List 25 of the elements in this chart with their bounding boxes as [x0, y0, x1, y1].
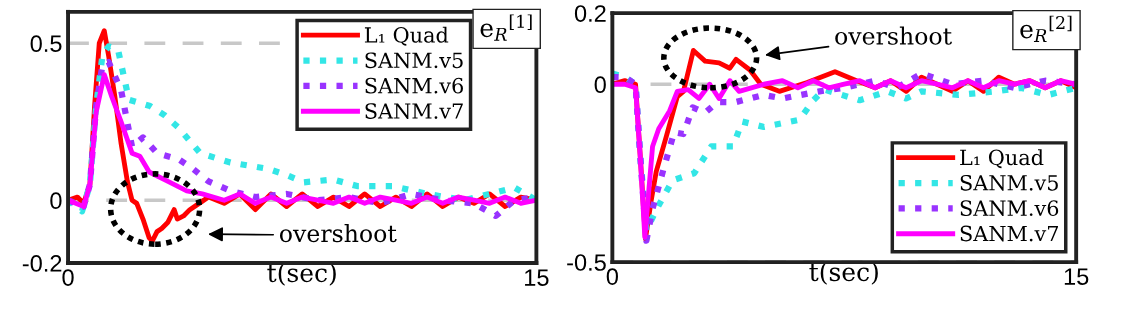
line-series — [68, 72, 537, 209]
annotation: e$_{R}$$^{[1]}$ — [480, 14, 532, 41]
legend-label: SANM.v7 — [365, 103, 463, 119]
annotation: overshoot — [279, 223, 397, 243]
legend-label: L₁ Quad — [364, 26, 449, 46]
y-tick-label: 0.2 — [574, 5, 606, 22]
y-tick-label: 0 — [594, 76, 606, 94]
y-tick-label: 0.5 — [30, 35, 62, 53]
y-tick-label: -0.2 — [22, 255, 62, 272]
legend-label: SANM.v5 — [960, 174, 1058, 191]
legend-label: SANM.v5 — [365, 52, 463, 69]
x-axis-title: t(sec) — [809, 261, 878, 285]
legend-label: SANM.v6 — [365, 77, 463, 94]
x-tick-label: 15 — [1064, 268, 1089, 285]
y-tick-label: -0.5 — [567, 254, 606, 271]
y-tick-label: 0 — [50, 192, 62, 210]
legend-label: L₁ Quad — [960, 149, 1044, 169]
legend-label: SANM.v7 — [960, 225, 1058, 242]
annotation: e$_{R}$$^{[2]}$ — [1020, 15, 1072, 42]
x-axis-title: t(sec) — [267, 262, 336, 286]
x-tick-label: 0 — [606, 268, 618, 285]
x-tick-label: 0 — [62, 269, 74, 286]
annotation: overshoot — [835, 26, 952, 45]
legend-label: SANM.v6 — [960, 200, 1059, 217]
x-tick-label: 15 — [525, 269, 549, 286]
